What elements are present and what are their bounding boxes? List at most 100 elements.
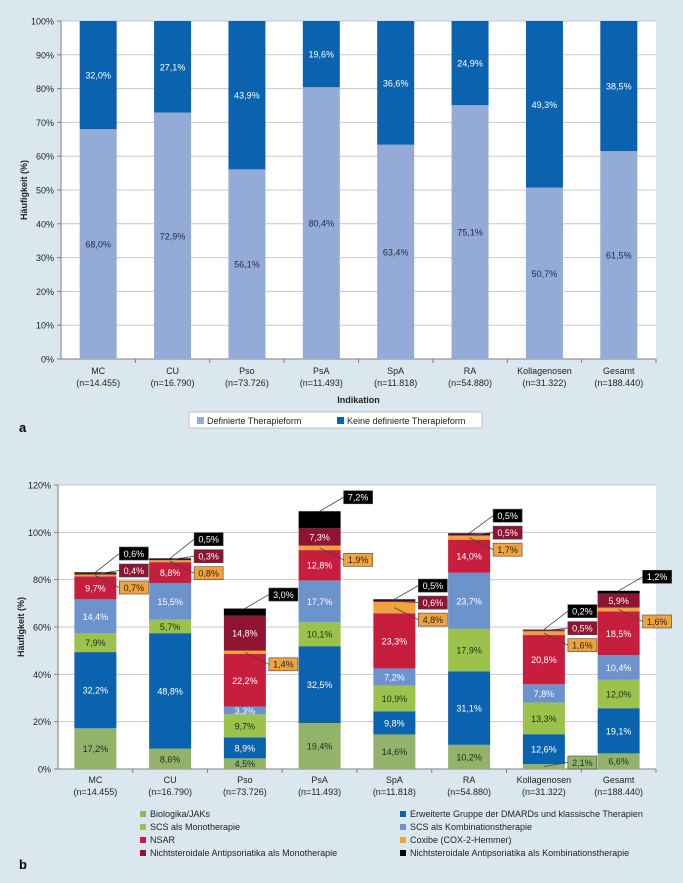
chart-a-ytick-label: 90% <box>36 50 54 60</box>
chart-b-data-label: 14,6% <box>382 747 408 757</box>
chart-b-bar-segment <box>223 615 266 651</box>
chart-b-data-label: 7,8% <box>534 689 555 699</box>
chart-b-data-label: 10,4% <box>606 663 632 673</box>
chart-b-bar-segment <box>522 635 565 685</box>
chart-b-callout-label: 0,5% <box>198 535 219 545</box>
chart-a-ytick-label: 20% <box>36 287 54 297</box>
chart-b-bar-segment <box>597 593 640 608</box>
chart-a-category-n: (n=188.440) <box>594 378 643 388</box>
chart-b-callout-label-box <box>119 580 149 595</box>
chart-a-bar-segment <box>600 21 638 152</box>
chart-b-data-label: 31,1% <box>456 704 482 714</box>
chart-b-callout-label-box <box>492 508 523 523</box>
chart-b-callout-label: 0,2% <box>572 606 593 616</box>
chart-b-callout-label: 0,8% <box>198 569 219 579</box>
chart-b-legend-swatch <box>400 837 406 843</box>
chart-a-legend-box <box>188 411 483 429</box>
chart-b-ytick-label: 0% <box>38 765 51 775</box>
chart-a-data-label: 68,0% <box>85 240 111 250</box>
chart-b-callout-label: 0,5% <box>497 511 518 521</box>
chart-b-bar-segment <box>74 652 117 729</box>
chart-a-bar-segment <box>302 87 340 360</box>
chart-b-callout-label-box <box>268 587 299 602</box>
chart-b-callout-label-box <box>193 566 224 581</box>
chart-b-callout-label-box <box>492 525 523 540</box>
chart-a-legend-swatch <box>197 417 204 424</box>
chart-b-callout-label: 1,9% <box>348 555 369 565</box>
chart-b-ytick-label: 40% <box>33 670 51 680</box>
chart-b-data-label: 7,3% <box>309 532 330 542</box>
chart-a-ytick-label: 70% <box>36 118 54 128</box>
chart-b-legend-swatch <box>400 824 406 830</box>
chart-b-bar-segment <box>74 599 117 634</box>
chart-a-bar-segment <box>154 112 192 360</box>
chart-b-legend-swatch <box>400 811 406 817</box>
chart-a-category-n: (n=31.322) <box>523 378 567 388</box>
chart-b-data-label: 7,2% <box>384 672 405 682</box>
chart-b-callout-label-box <box>119 546 149 561</box>
chart-b-callout-label-leader <box>468 537 494 551</box>
chart-b-legend-label: Nichtsteroidale Antipsoriatika als Monot… <box>150 848 337 858</box>
chart-b-data-label: 32,2% <box>83 686 109 696</box>
chart-b-legend-label: Coxibe (COX-2-Hemmer) <box>410 835 512 845</box>
chart-b-bar-segment <box>223 608 266 616</box>
chart-b-callout-label: 1,6% <box>647 617 668 627</box>
chart-b-category-label: Gesamt <box>603 775 635 785</box>
chart-a-bar-segment <box>79 129 117 359</box>
chart-b-data-label: 8,8% <box>160 568 181 578</box>
chart-b-data-label: 8,6% <box>160 754 181 764</box>
chart-b-data-label: 12,8% <box>307 561 333 571</box>
chart-b-category-label: Kollagenosen <box>517 775 572 785</box>
chart-b-category-label: CU <box>164 775 177 785</box>
chart-b-legend-swatch <box>140 837 146 843</box>
chart-b-data-label: 13,3% <box>531 714 557 724</box>
chart-b-callout-label: 0,5% <box>423 581 444 591</box>
chart-b-bar-segment <box>298 528 341 546</box>
chart-b-data-label: 23,3% <box>382 636 408 646</box>
chart-b-callout-label-box <box>418 595 448 610</box>
chart-a-data-label: 61,5% <box>606 251 632 261</box>
chart-b-callout-label-leader <box>244 594 270 609</box>
chart-a-data-label: 56,1% <box>234 260 260 270</box>
chart-b-legend: Biologika/JAKs Erweiterte Gruppe der DMAR… <box>140 809 643 858</box>
chart-b-callout-label-leader <box>468 515 494 534</box>
chart-b-callout-label-box <box>268 657 299 672</box>
chart-b-callout-label: 1,6% <box>572 640 593 650</box>
chart-b-category-label: SpA <box>386 775 403 785</box>
chart-a-bar-segment <box>302 21 340 88</box>
chart-a: 0% 10% 20% 30% 40% 50% 60% 70% 80% 90% 100% 68,0% 32… <box>0 0 683 440</box>
chart-a-bar-segment <box>600 151 638 359</box>
chart-b-category-n: (n=16.790) <box>148 787 192 797</box>
chart-b-data-label: 17,9% <box>456 646 482 656</box>
chart-b-data-label: 9,8% <box>384 718 405 728</box>
chart-a-legend: Definierte Therapieform Keine definierte … <box>188 411 483 429</box>
chart-b-callout-label: 7,2% <box>348 493 369 503</box>
chart-a-bar-segment <box>525 187 563 359</box>
chart-b-legend-label: Erweiterte Gruppe der DMARDs und klassis… <box>410 809 643 819</box>
chart-b-bar-segment <box>298 723 341 769</box>
chart-b-callout-label-leader <box>170 555 195 561</box>
chart-b-data-label: 12,0% <box>606 689 632 699</box>
chart-b-bar-segment <box>373 734 416 769</box>
chart-b-data-label: 17,7% <box>307 597 333 607</box>
chart-a-category-n: (n=73.726) <box>225 378 269 388</box>
chart-a-data-label: 32,0% <box>85 71 111 81</box>
chart-b-callout-label-leader <box>543 610 569 630</box>
chart-b-data-label: 10,1% <box>307 630 333 640</box>
chart-b-bar-segment <box>223 737 266 759</box>
chart-b-callout-label: 0,6% <box>124 549 145 559</box>
chart-b-data-label: 14,4% <box>83 612 109 622</box>
chart-b-bar-segment <box>597 753 640 769</box>
chart-b-callout-label-leader <box>543 762 568 767</box>
chart-a-ytick-label: 40% <box>36 219 54 229</box>
chart-b-bar-segment <box>149 619 192 634</box>
chart-a-bar-segment <box>377 144 415 359</box>
chart-b-bar-segment <box>298 545 341 551</box>
chart-b-bar-segment <box>597 611 640 656</box>
chart-a-ytick-label: 0% <box>41 355 54 365</box>
chart-b-legend-label: NSAR <box>150 835 176 845</box>
chart-b-category-n: (n=54.880) <box>447 787 491 797</box>
chart-b-bar-segment <box>522 684 565 703</box>
chart-b-callout-label: 3,0% <box>273 590 294 600</box>
chart-b-category-label: PsA <box>311 775 328 785</box>
